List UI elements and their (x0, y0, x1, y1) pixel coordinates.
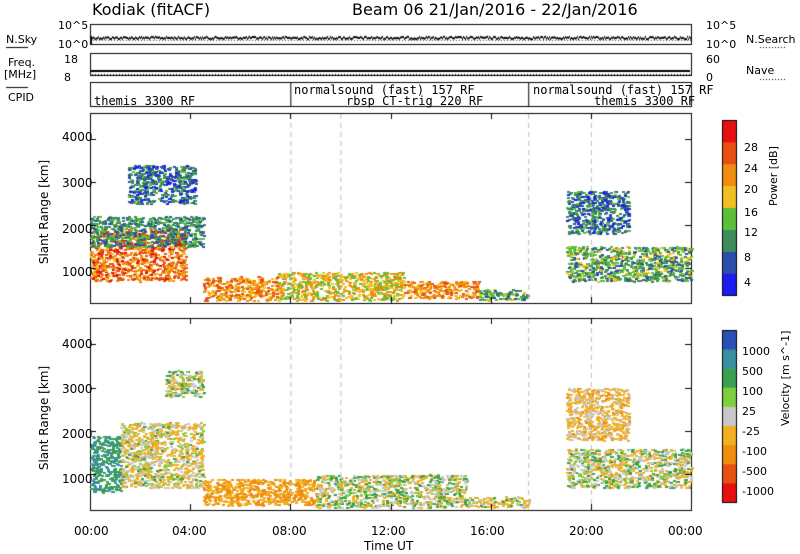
velocity-tick: -100 (742, 445, 767, 458)
noise-right-top: 10^5 (706, 19, 737, 32)
xtick-label: 08:00 (272, 524, 307, 538)
velocity-tick: 100 (742, 385, 763, 398)
ytick-label: 1000 (62, 472, 93, 486)
freq-label: Freq. (8, 56, 36, 69)
freq-left-bottom: 8 (64, 71, 71, 84)
ytick-label: 2000 (62, 222, 93, 236)
nsearch-label: N.Search (746, 33, 796, 46)
velocity-tick: -25 (742, 425, 760, 438)
y-axis-label-power: Slant Range [km] (37, 159, 52, 265)
ytick-label: 4000 (62, 337, 93, 351)
x-axis-label: Time UT (364, 539, 414, 553)
velocity-tick: -1000 (742, 485, 774, 498)
noise-left-bottom: 10^0 (58, 38, 89, 51)
power-colorbar-title: Power [dB] (767, 146, 780, 206)
radar-title: Kodiak (fitACF) (92, 0, 211, 19)
ytick-label: 1000 (62, 265, 93, 279)
ytick-label: 3000 (62, 176, 93, 190)
ytick-label: 3000 (62, 382, 93, 396)
noise-left-top: 10^5 (58, 19, 89, 32)
cpid-entry: themis 3300 RF (94, 94, 196, 108)
xtick-label: 20:00 (569, 524, 604, 538)
cpid-entry: rbsp CT-trig 220 RF (346, 94, 484, 108)
xtick-label: 12:00 (371, 524, 406, 538)
y-axis-label-velocity: Slant Range [km] (37, 365, 52, 471)
power-tick: 20 (744, 183, 758, 196)
nave-label: Nave (746, 64, 775, 77)
velocity-tick: 1000 (742, 345, 770, 358)
mhz-label: [MHz] (4, 68, 37, 81)
power-tick: 28 (744, 141, 758, 154)
power-tick: 12 (744, 226, 758, 239)
ytick-label: 4000 (62, 130, 93, 144)
power-tick: 4 (744, 276, 751, 289)
xtick-label: 04:00 (172, 524, 207, 538)
power-tick: 16 (744, 206, 758, 219)
noise-right-bottom: 10^0 (706, 38, 737, 51)
beam-date-title: Beam 06 21/Jan/2016 - 22/Jan/2016 (352, 0, 638, 19)
velocity-tick: 25 (742, 405, 756, 418)
nsky-label: N.Sky (6, 33, 38, 46)
ytick-label: 2000 (62, 427, 93, 441)
freq-right-top: 60 (706, 53, 720, 66)
power-tick: 24 (744, 162, 758, 175)
cpid-entry: themis 3300 RF (594, 94, 696, 108)
xtick-label: 16:00 (470, 524, 505, 538)
xtick-label: 00:00 (668, 524, 703, 538)
xtick-label: 00:00 (74, 524, 109, 538)
power-tick: 8 (744, 251, 751, 264)
cpid-entry: normalsound (fast) 157 RF (294, 83, 475, 97)
cpid-label: CPID (8, 91, 35, 104)
velocity-tick: -500 (742, 465, 767, 478)
velocity-tick: 500 (742, 365, 763, 378)
freq-right-bottom: 0 (706, 71, 713, 84)
freq-left-top: 18 (64, 53, 78, 66)
cpid-entry: normalsound (fast) 157 RF (533, 83, 714, 97)
velocity-colorbar-title: Velocity [m s^-1] (779, 330, 792, 426)
